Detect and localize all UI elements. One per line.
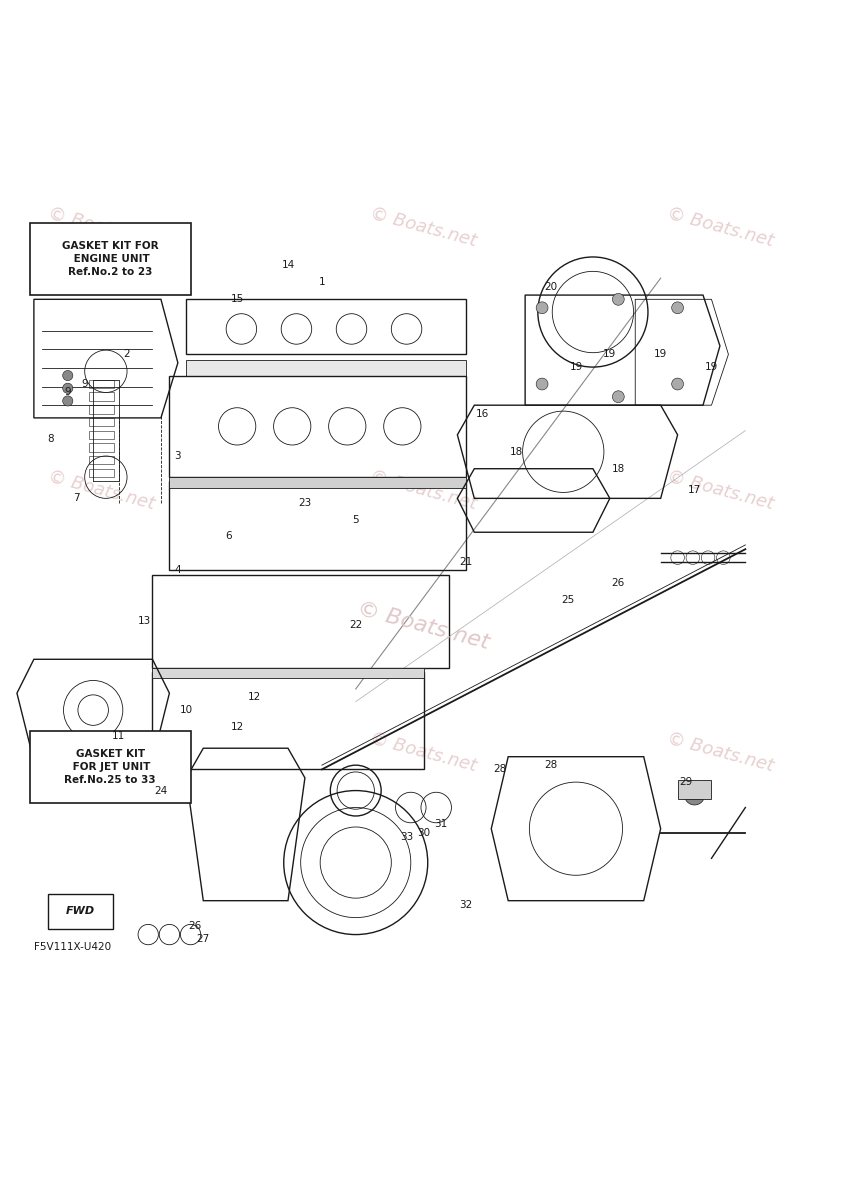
Circle shape <box>63 383 73 394</box>
Text: © Boats.net: © Boats.net <box>665 730 775 775</box>
Text: 13: 13 <box>137 616 151 626</box>
Text: 19: 19 <box>569 362 583 372</box>
Text: 6: 6 <box>225 532 232 541</box>
Text: 20: 20 <box>544 282 557 292</box>
Text: 16: 16 <box>476 409 490 419</box>
Text: 19: 19 <box>705 362 718 372</box>
FancyBboxPatch shape <box>169 478 466 488</box>
Text: 19: 19 <box>603 349 617 359</box>
Text: 26: 26 <box>188 922 202 931</box>
Text: 30: 30 <box>417 828 430 838</box>
Text: 21: 21 <box>459 557 473 566</box>
Text: 18: 18 <box>612 463 625 474</box>
Text: 18: 18 <box>510 446 523 457</box>
Circle shape <box>63 396 73 406</box>
FancyBboxPatch shape <box>678 780 711 799</box>
Text: 14: 14 <box>281 260 295 270</box>
Circle shape <box>612 391 624 403</box>
Text: 11: 11 <box>112 731 125 740</box>
Text: 19: 19 <box>654 349 667 359</box>
Text: 10: 10 <box>180 706 193 715</box>
Text: © Boats.net: © Boats.net <box>47 467 157 512</box>
Text: 3: 3 <box>174 451 181 461</box>
Circle shape <box>69 762 84 778</box>
FancyBboxPatch shape <box>152 667 424 678</box>
Text: 9: 9 <box>64 388 71 397</box>
Circle shape <box>672 378 684 390</box>
Text: 8: 8 <box>47 434 54 444</box>
Text: © Boats.net: © Boats.net <box>368 204 479 251</box>
Text: 17: 17 <box>688 485 701 494</box>
Text: 7: 7 <box>73 493 80 503</box>
FancyBboxPatch shape <box>186 360 466 376</box>
Text: © Boats.net: © Boats.net <box>665 204 775 251</box>
Text: GASKET KIT FOR
 ENGINE UNIT
Ref.No.2 to 23: GASKET KIT FOR ENGINE UNIT Ref.No.2 to 2… <box>62 241 158 277</box>
Circle shape <box>136 762 152 778</box>
Text: 12: 12 <box>247 692 261 702</box>
Text: © Boats.net: © Boats.net <box>355 598 492 653</box>
Text: 31: 31 <box>434 820 447 829</box>
Text: 23: 23 <box>298 498 312 508</box>
Text: GASKET KIT
 FOR JET UNIT
Ref.No.25 to 33: GASKET KIT FOR JET UNIT Ref.No.25 to 33 <box>64 749 156 786</box>
Text: 15: 15 <box>230 294 244 305</box>
Text: © Boats.net: © Boats.net <box>47 204 157 251</box>
Text: 2: 2 <box>124 349 130 359</box>
FancyBboxPatch shape <box>30 731 191 803</box>
Text: 29: 29 <box>679 778 693 787</box>
Text: 33: 33 <box>400 832 413 842</box>
Text: 5: 5 <box>352 515 359 524</box>
Circle shape <box>672 302 684 313</box>
Text: 27: 27 <box>197 934 210 943</box>
Circle shape <box>612 293 624 305</box>
Text: © Boats.net: © Boats.net <box>665 467 775 512</box>
Circle shape <box>536 302 548 313</box>
Text: 28: 28 <box>544 760 557 770</box>
Text: 28: 28 <box>493 764 507 774</box>
Text: 25: 25 <box>561 595 574 605</box>
Text: FWD: FWD <box>66 906 95 917</box>
Text: 24: 24 <box>154 786 168 796</box>
Circle shape <box>63 371 73 380</box>
Text: © Boats.net: © Boats.net <box>368 467 479 512</box>
Circle shape <box>102 762 118 778</box>
Text: 22: 22 <box>349 620 363 630</box>
Text: 26: 26 <box>612 578 625 588</box>
FancyBboxPatch shape <box>30 223 191 295</box>
Circle shape <box>536 378 548 390</box>
Text: 32: 32 <box>459 900 473 910</box>
Text: F5V111X-U420: F5V111X-U420 <box>34 942 111 953</box>
Text: © Boats.net: © Boats.net <box>47 730 157 775</box>
Text: 12: 12 <box>230 722 244 732</box>
Text: © Boats.net: © Boats.net <box>368 730 479 775</box>
Circle shape <box>684 785 705 805</box>
Text: 4: 4 <box>174 565 181 575</box>
Text: 1: 1 <box>318 277 325 287</box>
Text: 9: 9 <box>81 379 88 389</box>
